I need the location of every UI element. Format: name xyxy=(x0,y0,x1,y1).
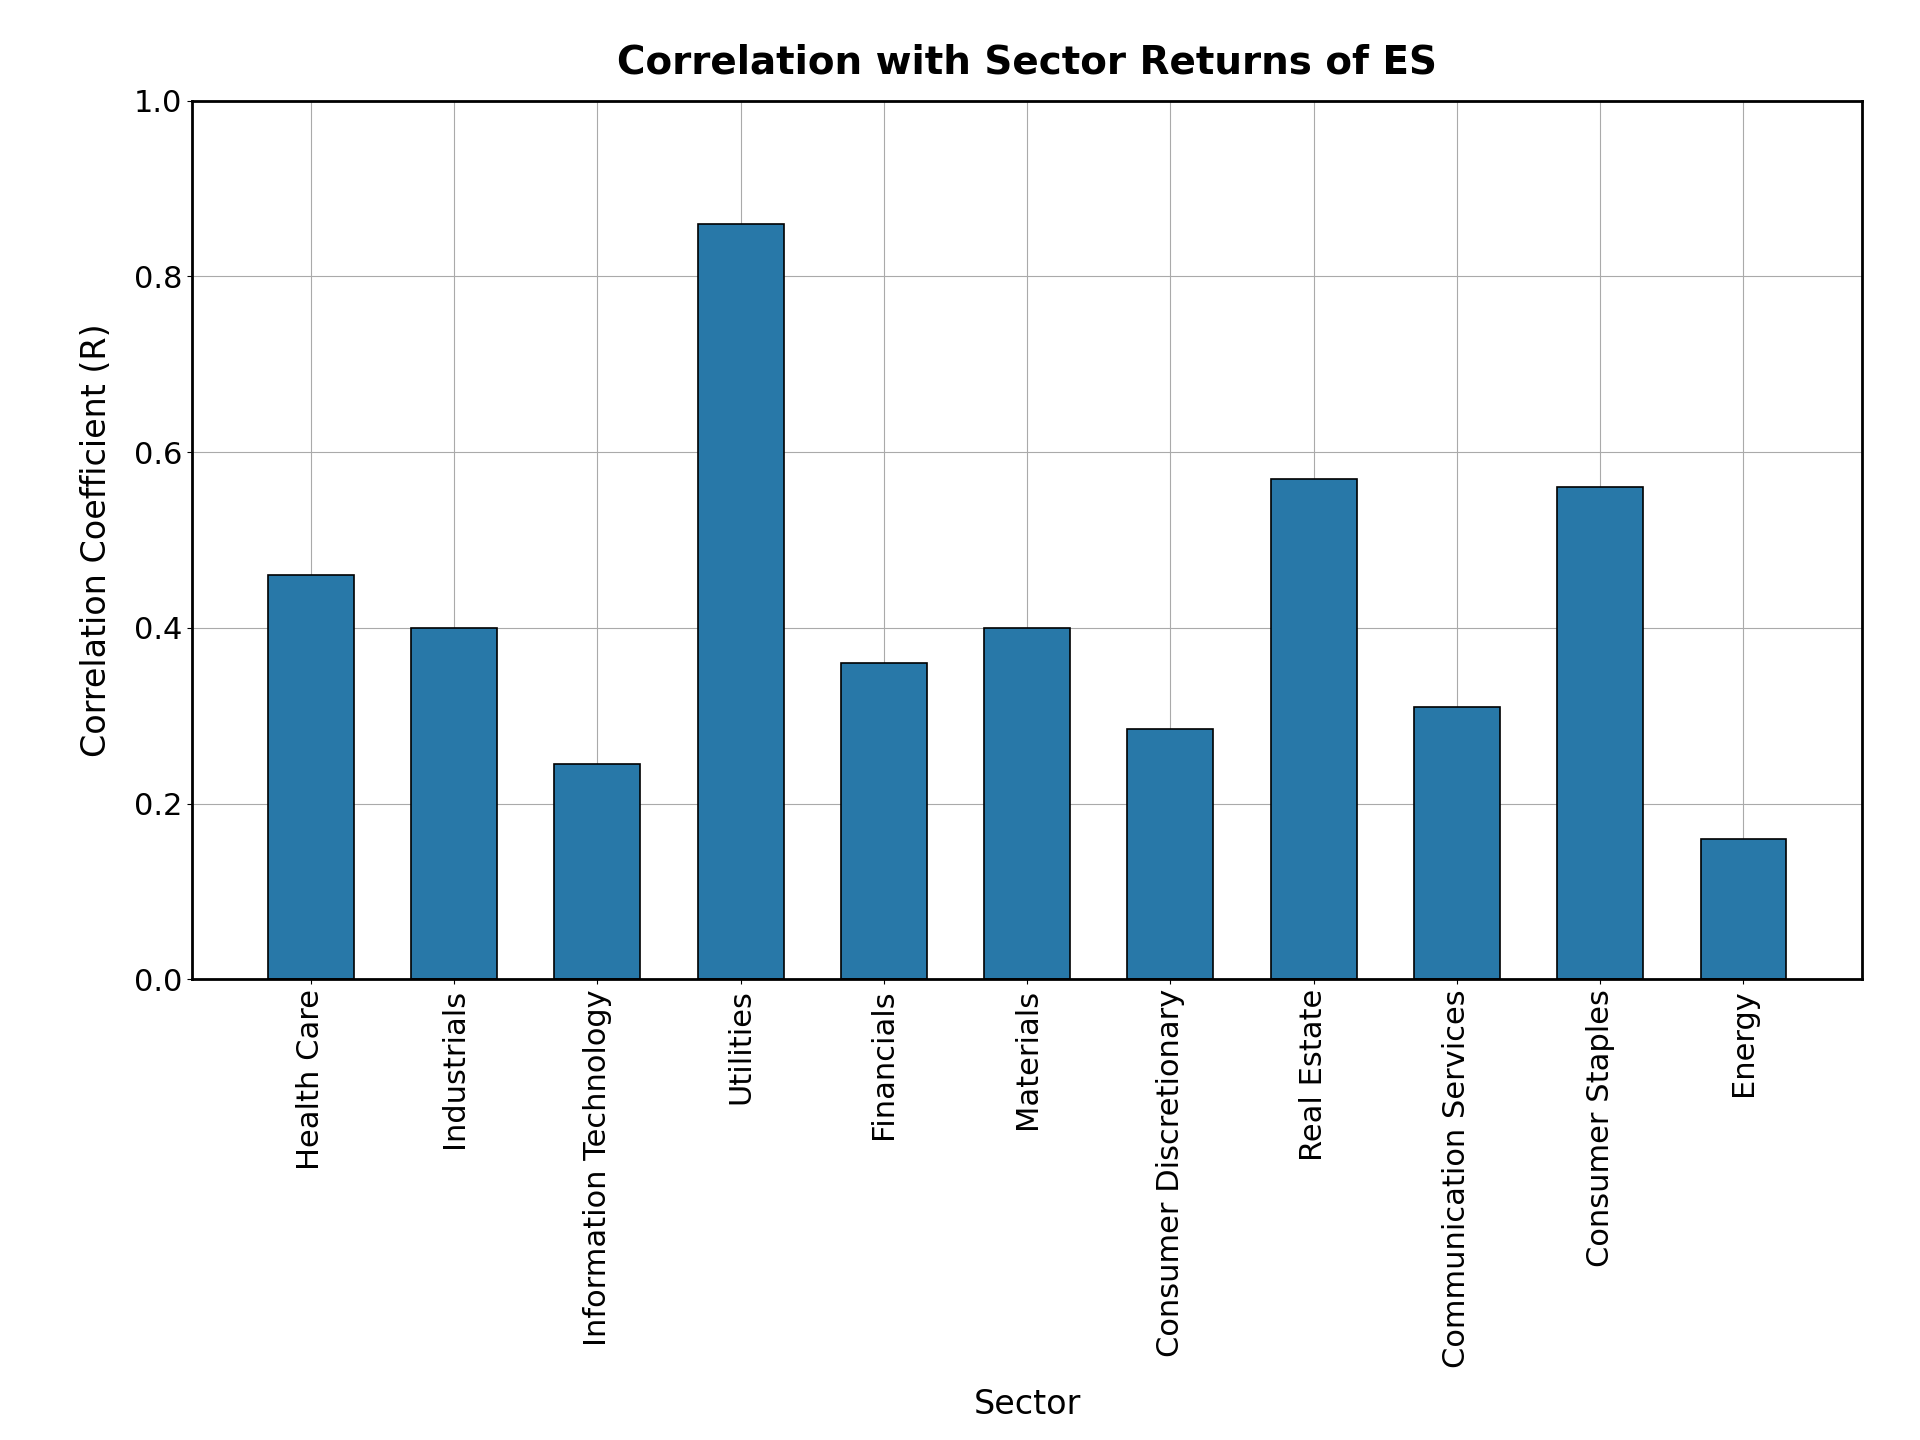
Bar xyxy=(1701,838,1786,979)
Bar xyxy=(411,628,497,979)
Title: Correlation with Sector Returns of ES: Correlation with Sector Returns of ES xyxy=(616,43,1438,81)
Bar xyxy=(1271,478,1357,979)
Bar xyxy=(1413,707,1500,979)
Y-axis label: Correlation Coefficient (R): Correlation Coefficient (R) xyxy=(81,323,113,757)
Bar xyxy=(1127,729,1213,979)
X-axis label: Sector: Sector xyxy=(973,1388,1081,1421)
Bar xyxy=(555,765,641,979)
Bar xyxy=(841,662,927,979)
Bar xyxy=(985,628,1069,979)
Bar xyxy=(269,575,353,979)
Bar xyxy=(1557,487,1644,979)
Bar xyxy=(697,223,783,979)
